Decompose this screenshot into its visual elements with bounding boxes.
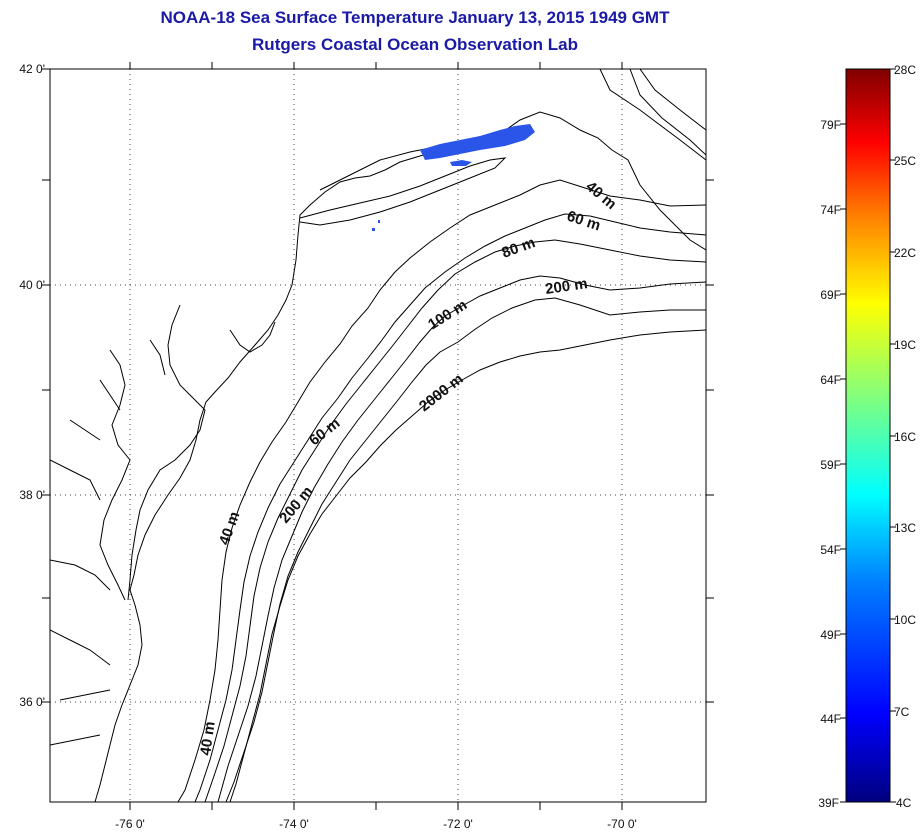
depth-label-60m-north: 60 m bbox=[565, 208, 603, 235]
cb-f-69: 69F bbox=[820, 288, 841, 302]
isobath-80m bbox=[204, 239, 706, 802]
isobath-2000m bbox=[229, 329, 706, 802]
cb-f-39: 39F bbox=[818, 796, 839, 810]
depth-label-200m-south: 200 m bbox=[276, 483, 316, 527]
rivers bbox=[50, 339, 166, 746]
depth-labels: 40 m 60 m 80 m 200 m 100 m 2000 m 60 m 4… bbox=[197, 178, 619, 757]
cb-c-22: 22C bbox=[894, 246, 916, 260]
sst-patch bbox=[372, 124, 535, 231]
depth-label-2000m: 2000 m bbox=[416, 370, 467, 415]
cb-c-28: 28C bbox=[894, 63, 916, 77]
cb-c-10: 10C bbox=[894, 613, 916, 627]
lon-label-74: -74 0' bbox=[279, 817, 309, 831]
depth-label-40m-south: 40 m bbox=[197, 720, 219, 756]
lon-label-72: -72 0' bbox=[443, 817, 473, 831]
depth-label-60m-south: 60 m bbox=[306, 415, 343, 449]
map-title: NOAA-18 Sea Surface Temperature January … bbox=[160, 8, 670, 27]
delaware-bay bbox=[229, 321, 276, 353]
lat-label-36: 36 0' bbox=[19, 695, 45, 709]
cb-f-54: 54F bbox=[820, 543, 841, 557]
map-frame bbox=[49, 68, 707, 803]
long-island bbox=[299, 157, 507, 226]
isobath-100m bbox=[217, 275, 706, 802]
cb-f-79: 79F bbox=[820, 118, 841, 132]
cb-c-13: 13C bbox=[894, 521, 916, 535]
graticule bbox=[50, 69, 706, 802]
cb-c-19: 19C bbox=[894, 338, 916, 352]
chesapeake-bay bbox=[99, 304, 206, 601]
lon-label-70: -70 0' bbox=[607, 817, 637, 831]
depth-label-100m: 100 m bbox=[425, 296, 470, 333]
cb-c-16: 16C bbox=[894, 430, 916, 444]
isobath-40m bbox=[177, 179, 706, 802]
cb-f-44: 44F bbox=[820, 712, 841, 726]
cb-f-64: 64F bbox=[820, 373, 841, 387]
isobath-60m bbox=[194, 213, 706, 802]
isobath-200m bbox=[225, 297, 706, 802]
cb-c-7: 7C bbox=[894, 705, 910, 719]
cb-f-49: 49F bbox=[820, 628, 841, 642]
cb-c-25: 25C bbox=[894, 154, 916, 168]
depth-label-80m: 80 m bbox=[500, 234, 538, 262]
lat-label-42: 42 0' bbox=[19, 62, 45, 76]
cb-c-4: 4C bbox=[896, 796, 912, 810]
axis-ticks bbox=[42, 62, 714, 810]
depth-label-200m-north: 200 m bbox=[544, 275, 588, 298]
colorbar: 28C 25C 22C 19C 16C 13C 10C 7C 4C 79F 74… bbox=[818, 63, 916, 810]
lat-labels: 42 0' 40 0' 38 0' 36 0' bbox=[19, 62, 45, 709]
lon-labels: -76 0' -74 0' -72 0' -70 0' bbox=[115, 817, 637, 831]
depth-label-40m-north: 40 m bbox=[582, 178, 619, 213]
coastline bbox=[94, 69, 706, 802]
map-subtitle: Rutgers Coastal Ocean Observation Lab bbox=[252, 35, 578, 54]
shelf-edge bbox=[629, 69, 706, 156]
lon-label-76: -76 0' bbox=[115, 817, 145, 831]
cb-f-59: 59F bbox=[820, 458, 841, 472]
cb-f-74: 74F bbox=[820, 203, 841, 217]
lat-label-40: 40 0' bbox=[19, 278, 45, 292]
lat-label-38: 38 0' bbox=[19, 488, 45, 502]
depth-label-40m-mid: 40 m bbox=[216, 509, 244, 547]
colorbar-ramp bbox=[845, 68, 891, 803]
